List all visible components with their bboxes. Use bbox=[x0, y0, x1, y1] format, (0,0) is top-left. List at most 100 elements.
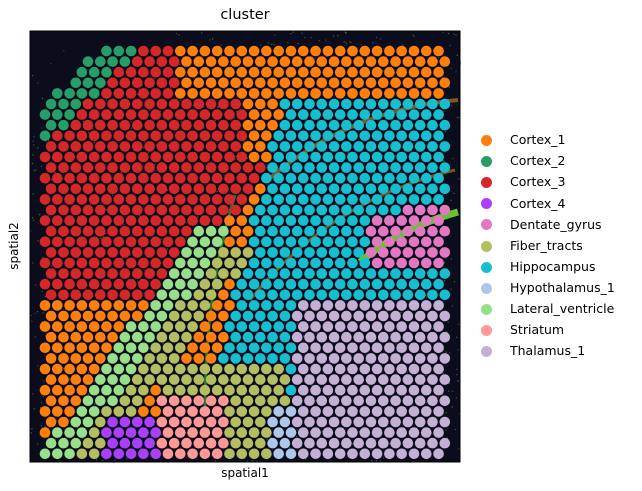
spot bbox=[439, 331, 451, 343]
spot bbox=[95, 141, 106, 152]
spot bbox=[187, 130, 198, 142]
spot bbox=[132, 289, 143, 301]
spot bbox=[82, 183, 94, 195]
spot bbox=[175, 151, 186, 163]
spot bbox=[236, 257, 248, 269]
spot bbox=[45, 437, 57, 449]
spot bbox=[328, 56, 340, 67]
spot bbox=[224, 236, 235, 248]
spot bbox=[427, 310, 438, 322]
spot bbox=[205, 204, 217, 216]
spot bbox=[70, 268, 82, 279]
spot bbox=[328, 310, 340, 322]
spot bbox=[353, 416, 365, 428]
spot bbox=[205, 56, 217, 67]
spot bbox=[378, 162, 389, 173]
spot bbox=[298, 406, 309, 417]
spot bbox=[138, 215, 149, 226]
spot bbox=[88, 257, 100, 269]
spot bbox=[408, 215, 420, 226]
spot bbox=[378, 374, 389, 385]
spot bbox=[70, 289, 82, 301]
spot bbox=[353, 310, 365, 322]
spot bbox=[193, 119, 205, 131]
spot bbox=[150, 151, 161, 163]
spot bbox=[273, 66, 285, 78]
spot bbox=[113, 194, 125, 205]
spot bbox=[298, 257, 309, 269]
spot bbox=[408, 363, 420, 375]
spot bbox=[414, 395, 426, 407]
spot bbox=[175, 257, 186, 269]
spot bbox=[156, 77, 168, 89]
spot bbox=[144, 204, 155, 216]
spot bbox=[162, 66, 174, 78]
spot bbox=[341, 77, 352, 89]
spot bbox=[408, 278, 420, 290]
spot bbox=[378, 98, 389, 110]
spot bbox=[371, 257, 383, 269]
spot bbox=[310, 363, 321, 375]
spot bbox=[334, 130, 346, 142]
spot bbox=[113, 45, 125, 57]
spot bbox=[310, 257, 321, 269]
spot bbox=[359, 151, 371, 163]
spot bbox=[224, 427, 235, 438]
spot bbox=[414, 331, 426, 343]
spot bbox=[316, 395, 328, 407]
spot bbox=[150, 194, 161, 205]
spot bbox=[390, 225, 401, 237]
spot bbox=[402, 416, 414, 428]
spot bbox=[175, 130, 186, 142]
spot bbox=[254, 119, 266, 131]
legend-marker bbox=[481, 345, 492, 357]
spot bbox=[273, 130, 285, 142]
spot bbox=[181, 162, 192, 173]
spot bbox=[285, 448, 297, 460]
spot bbox=[224, 151, 235, 163]
spot bbox=[113, 342, 125, 354]
spot bbox=[119, 247, 131, 258]
spot bbox=[242, 225, 254, 237]
spot bbox=[58, 289, 69, 301]
legend-label: Cortex_2 bbox=[510, 153, 566, 169]
spot bbox=[199, 300, 211, 311]
spot bbox=[125, 300, 137, 311]
spot bbox=[138, 300, 149, 311]
spot bbox=[144, 331, 155, 343]
spot bbox=[347, 321, 358, 332]
spot bbox=[138, 278, 149, 290]
spot bbox=[433, 321, 444, 332]
spot bbox=[359, 215, 371, 226]
spot bbox=[76, 278, 88, 290]
spot bbox=[138, 88, 149, 99]
spot bbox=[402, 374, 414, 385]
spot bbox=[205, 268, 217, 279]
spot bbox=[187, 66, 198, 78]
spot bbox=[298, 448, 309, 460]
spot bbox=[82, 56, 94, 67]
spot bbox=[378, 395, 389, 407]
spot bbox=[181, 310, 192, 322]
spot bbox=[162, 363, 174, 375]
spot bbox=[291, 310, 303, 322]
spot bbox=[224, 66, 235, 78]
legend-marker bbox=[481, 177, 492, 189]
spot bbox=[316, 416, 328, 428]
spot bbox=[132, 56, 143, 67]
spot bbox=[408, 45, 420, 57]
spot bbox=[125, 45, 137, 57]
spot bbox=[125, 151, 137, 163]
legend-label: Dentate_gyrus bbox=[510, 216, 602, 232]
spot bbox=[341, 416, 352, 428]
spot bbox=[248, 406, 260, 417]
spot bbox=[347, 109, 358, 120]
spot bbox=[95, 56, 106, 67]
spot bbox=[107, 437, 118, 449]
spot bbox=[310, 215, 321, 226]
spot bbox=[248, 448, 260, 460]
spot bbox=[138, 257, 149, 269]
spot bbox=[45, 268, 57, 279]
spot bbox=[396, 130, 408, 142]
spot bbox=[156, 268, 168, 279]
